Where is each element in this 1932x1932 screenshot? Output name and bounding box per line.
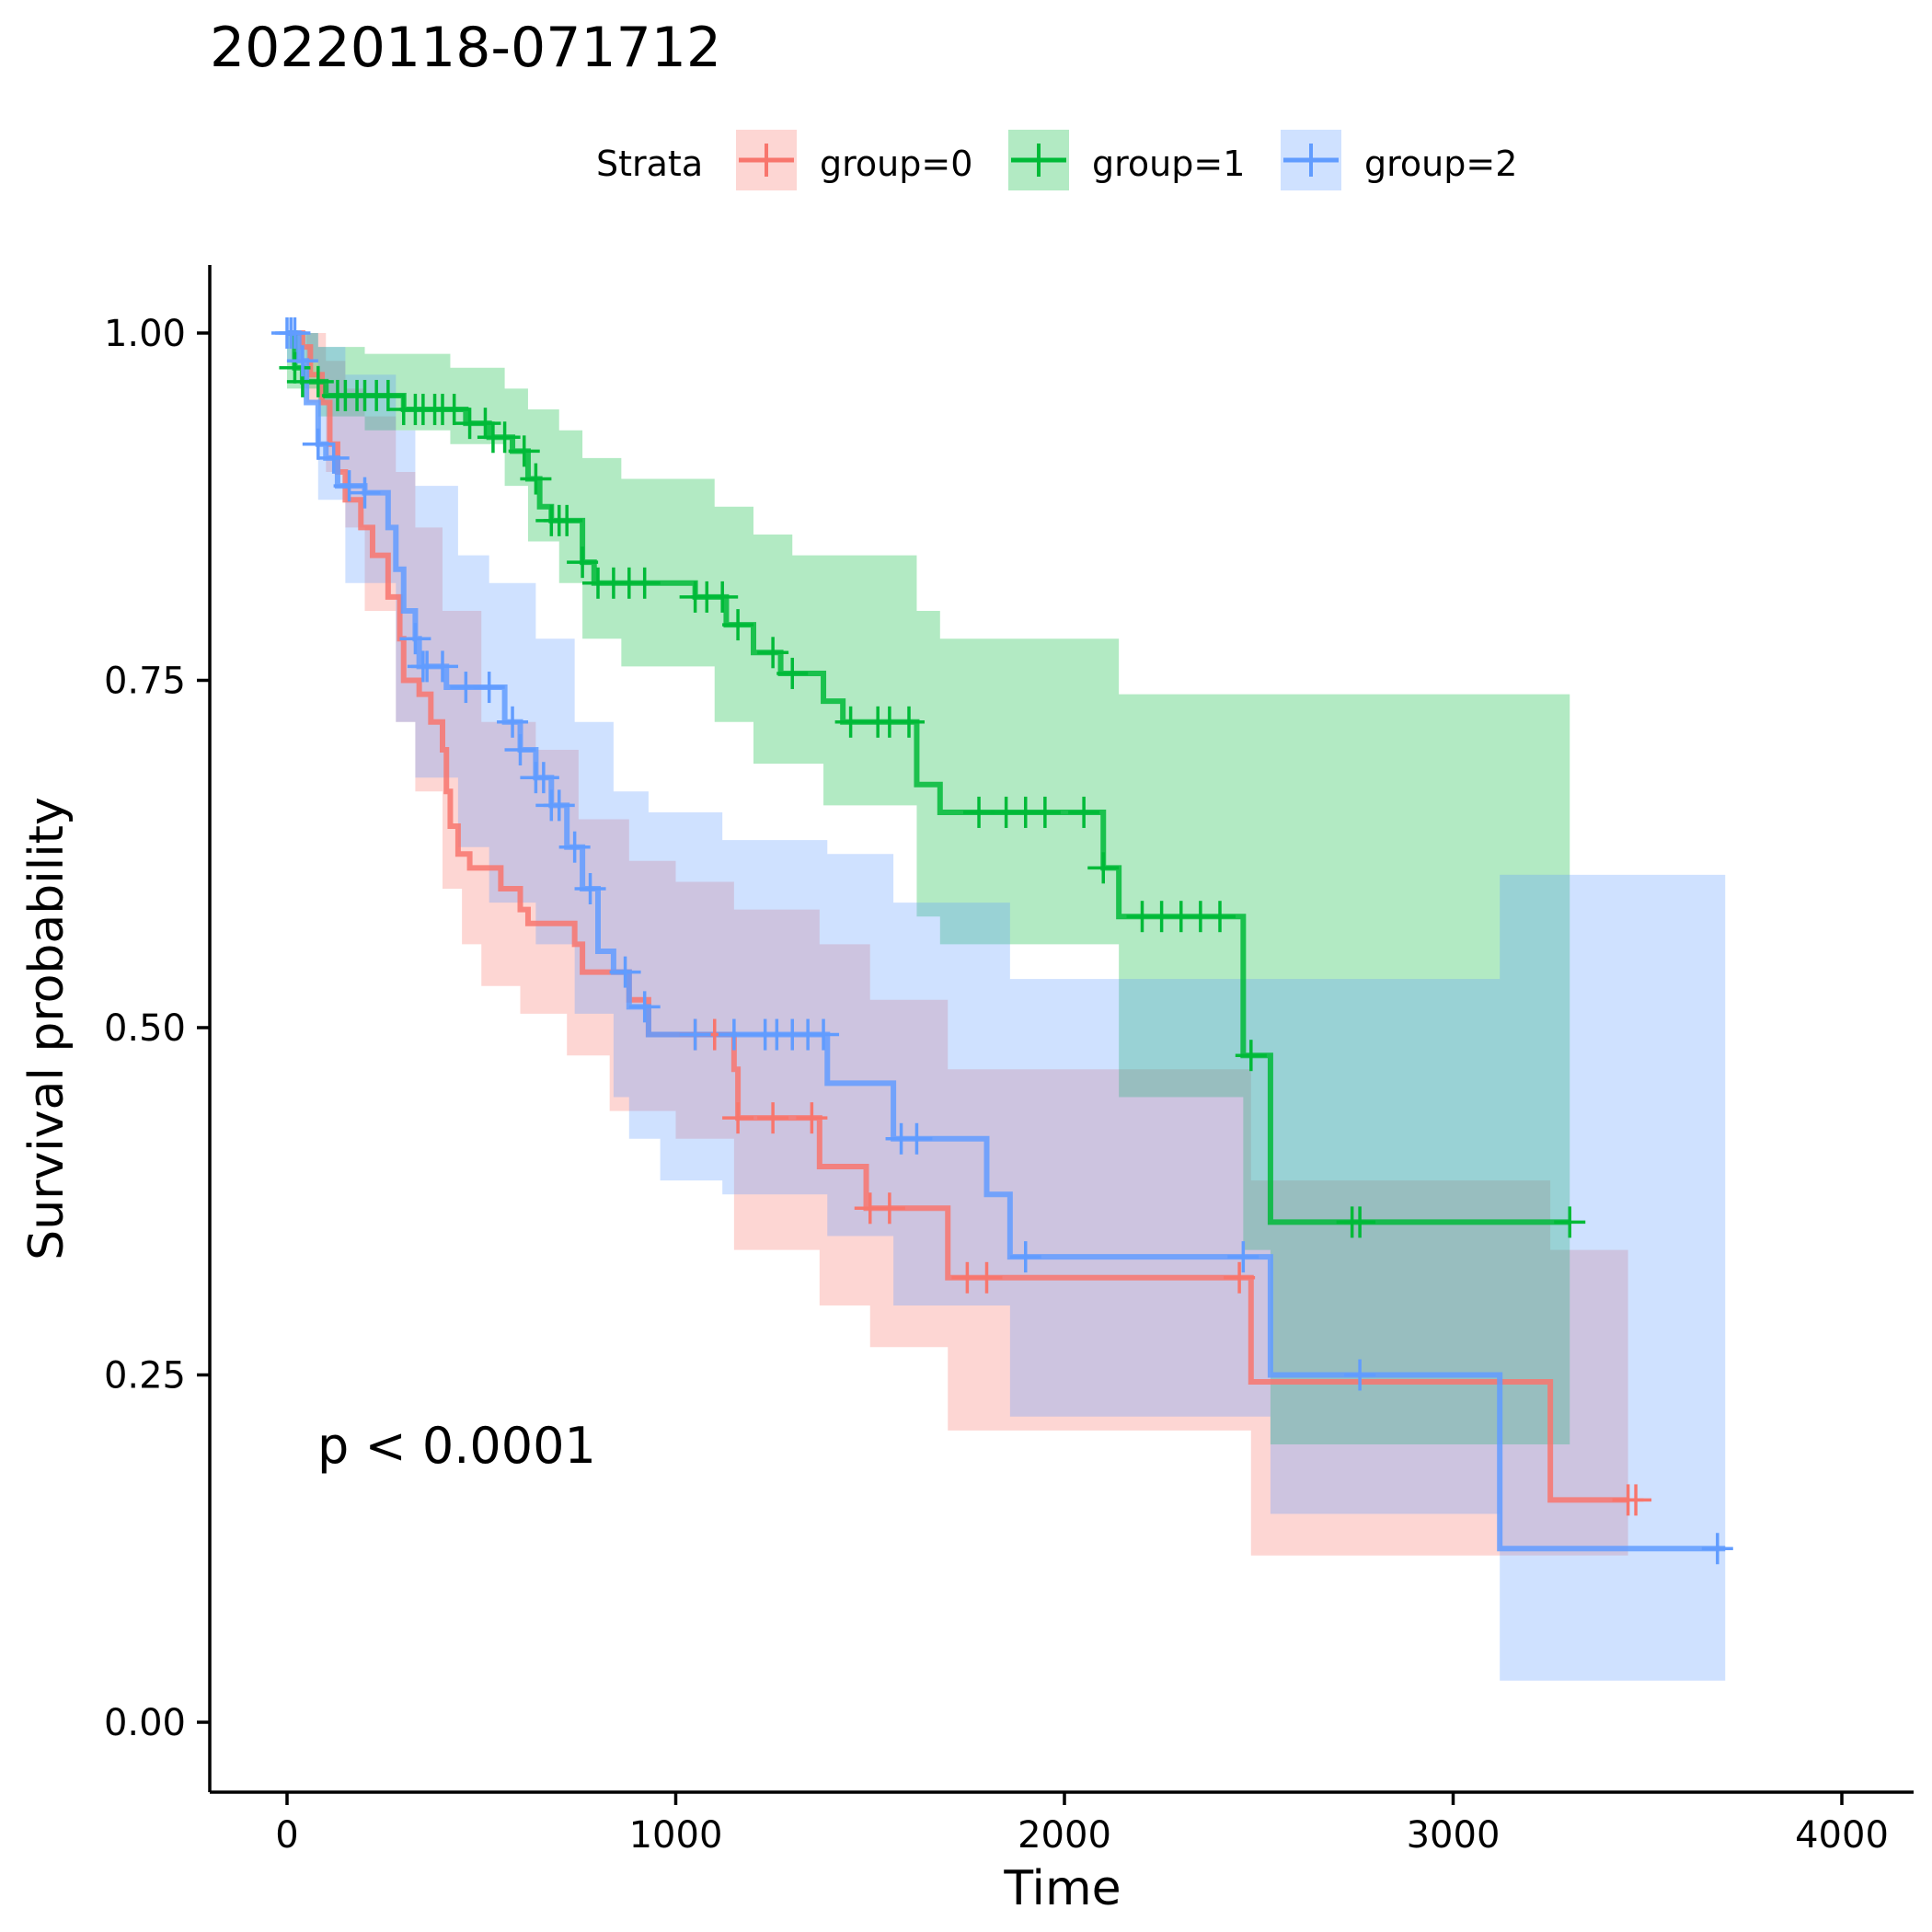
censor-mark-group-2 [527, 762, 559, 794]
censor-mark-group-2 [718, 1018, 750, 1051]
censor-mark-group-1 [469, 408, 501, 440]
censor-mark-group-1 [508, 435, 540, 467]
censor-marks [271, 317, 1733, 1565]
x-tick-label: 3000 [1407, 1814, 1501, 1857]
ci-band-group-2 [287, 333, 1726, 1681]
censor-mark-group-2 [279, 317, 311, 349]
chart-title: 20220118-071712 [210, 16, 721, 80]
censor-mark-group-1 [1068, 796, 1100, 828]
censor-mark-group-2 [317, 442, 350, 474]
censor-mark-group-1 [1087, 852, 1120, 884]
confidence-bands [287, 333, 1726, 1681]
x-tick-label: 2000 [1018, 1814, 1111, 1857]
censor-mark-group-1 [963, 796, 995, 828]
censor-mark-group-1 [707, 581, 739, 613]
x-tick-label: 1000 [629, 1814, 723, 1857]
censor-mark-group-2 [628, 991, 661, 1023]
censor-mark-group-2 [609, 956, 641, 988]
y-tick-label: 0.75 [104, 661, 186, 703]
censor-mark-group-2 [399, 623, 431, 655]
ci-band-group-1 [287, 333, 1570, 1444]
censor-mark-group-1 [776, 657, 809, 689]
legend-item-group-0: group=0 [736, 130, 972, 190]
censor-mark-group-1 [628, 567, 661, 599]
censor-mark-group-2 [349, 477, 381, 509]
censor-mark-group-2 [302, 428, 334, 460]
x-tick-label: 4000 [1795, 1814, 1889, 1857]
censor-mark-group-2 [473, 672, 505, 704]
legend-title: Strata [596, 144, 703, 184]
legend-label-group-0: group=0 [820, 144, 972, 184]
censor-mark-group-1 [757, 637, 789, 669]
y-tick-label: 1.00 [104, 313, 186, 355]
censor-mark-group-1 [372, 379, 404, 411]
censor-mark-group-1 [1344, 1206, 1376, 1238]
y-axis-title: Survival probability [19, 797, 75, 1260]
y-tick-label: 0.25 [104, 1355, 186, 1397]
ci-band-group-0 [287, 333, 1628, 1556]
legend: Strata group=0 group=1 group=2 [596, 130, 1517, 190]
censor-mark-group-0 [1224, 1261, 1256, 1294]
y-axis-ticks: 0.00 0.25 0.50 0.75 1.00 [104, 313, 210, 1744]
plot-area [271, 317, 1733, 1681]
censor-mark-group-2 [427, 650, 458, 683]
censor-mark-group-1 [567, 546, 599, 579]
x-axis-title: Time [1003, 1861, 1121, 1916]
censor-mark-group-0 [796, 1102, 828, 1134]
censor-mark-group-1 [302, 365, 334, 397]
censor-mark-group-2 [1344, 1359, 1376, 1391]
legend-label-group-2: group=2 [1364, 144, 1517, 184]
p-value-annotation: p < 0.0001 [317, 1417, 596, 1475]
censor-mark-group-0 [971, 1261, 1003, 1294]
legend-item-group-2: group=2 [1281, 130, 1517, 190]
censor-mark-group-0 [1620, 1484, 1652, 1516]
legend-item-group-1: group=1 [1008, 130, 1245, 190]
censor-mark-group-2 [1701, 1533, 1733, 1565]
censor-mark-group-1 [722, 609, 754, 641]
censor-mark-group-2 [497, 706, 529, 738]
censor-mark-group-2 [574, 873, 606, 904]
censor-mark-group-1 [1554, 1206, 1586, 1238]
x-tick-label: 0 [275, 1814, 298, 1857]
y-tick-label: 0.00 [104, 1702, 186, 1744]
censor-mark-group-2 [558, 831, 591, 863]
censor-mark-group-2 [1009, 1241, 1041, 1273]
censor-mark-group-1 [438, 394, 470, 426]
censor-mark-group-1 [1204, 901, 1236, 933]
y-tick-label: 0.50 [104, 1007, 186, 1050]
x-axis-ticks: 0 1000 2000 3000 4000 [275, 1792, 1889, 1857]
censor-mark-group-1 [834, 706, 867, 738]
censor-mark-group-1 [489, 421, 521, 454]
censor-mark-group-1 [520, 463, 552, 495]
censor-mark-group-0 [873, 1192, 905, 1225]
censor-mark-group-0 [722, 1102, 754, 1134]
censor-mark-group-1 [893, 706, 925, 738]
censor-mark-group-1 [551, 504, 583, 536]
censor-mark-group-2 [286, 345, 318, 377]
censor-mark-group-2 [504, 734, 536, 765]
censor-mark-group-1 [1029, 796, 1061, 828]
censor-mark-group-2 [333, 470, 365, 502]
censor-mark-group-2 [1227, 1241, 1259, 1273]
censor-mark-group-1 [279, 351, 311, 384]
censor-mark-group-1 [1235, 1040, 1267, 1072]
censor-mark-group-0 [757, 1102, 789, 1134]
censor-mark-group-2 [901, 1122, 933, 1155]
censor-mark-group-2 [808, 1018, 840, 1051]
censor-mark-group-2 [679, 1018, 711, 1051]
legend-label-group-1: group=1 [1092, 144, 1245, 184]
censor-mark-group-2 [543, 789, 575, 822]
